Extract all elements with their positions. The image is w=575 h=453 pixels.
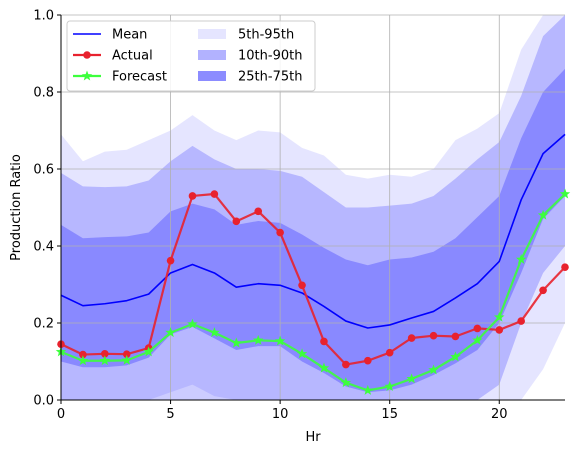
legend-marker — [83, 51, 91, 59]
point-forecast — [231, 337, 242, 348]
series-line-mean — [60, 133, 566, 329]
point-forecast — [406, 373, 417, 384]
point-actual — [495, 326, 504, 334]
point-forecast — [559, 188, 571, 199]
point-forecast — [252, 334, 264, 345]
point-forecast — [318, 362, 330, 373]
point-forecast — [274, 335, 286, 346]
band-5th-95th — [61, 15, 565, 400]
point-actual — [101, 350, 109, 358]
point-forecast — [165, 327, 176, 338]
point-forecast — [77, 355, 89, 366]
legend-label-25th-75th: 25th-75th — [238, 70, 302, 85]
series-line-forecast — [60, 193, 566, 392]
point-actual — [320, 337, 328, 346]
point-forecast — [121, 354, 132, 365]
point-forecast — [450, 351, 461, 362]
point-forecast — [209, 327, 220, 338]
x-tick-label: 10 — [272, 407, 289, 422]
x-tick-label: 15 — [381, 407, 398, 422]
y-tick-label: 0.2 — [33, 317, 54, 332]
point-actual — [188, 192, 197, 200]
legend-label-5th-95th: 5th-95th — [238, 28, 294, 43]
point-actual — [517, 317, 525, 325]
legend-swatch-25th-75th — [198, 71, 226, 81]
point-forecast — [515, 253, 527, 264]
series-lines — [55, 133, 571, 395]
legend: Mean Actual Forecast 5th-95th 10th-90th 25th-… — [66, 20, 316, 92]
y-tick-label: 0.6 — [33, 163, 54, 178]
point-actual — [473, 324, 482, 333]
band-10th-90th — [61, 15, 565, 400]
legend-swatch-10th-90th — [198, 50, 226, 60]
legend-marker — [81, 70, 93, 81]
tick-labels: 0 5 10 15 20 0.0 0.2 0.4 0.6 0.8 1.0 — [33, 9, 507, 423]
point-forecast — [362, 384, 374, 395]
y-tick-label: 0.8 — [33, 86, 54, 101]
point-actual — [561, 263, 569, 271]
x-axis-label: Hr — [305, 430, 321, 445]
legend-swatch-5th-95th — [198, 29, 226, 39]
point-actual — [429, 331, 438, 340]
y-tick-label: 0.0 — [33, 394, 54, 409]
point-actual — [342, 360, 350, 369]
point-actual — [363, 356, 372, 365]
axes — [60, 15, 565, 401]
point-forecast — [494, 311, 505, 322]
legend-box — [66, 20, 316, 92]
y-axis-label: Production Ratio — [9, 154, 24, 261]
point-actual — [122, 350, 131, 358]
point-forecast — [143, 346, 154, 357]
point-forecast — [537, 209, 549, 220]
point-actual — [298, 281, 306, 290]
legend-label-forecast: Forecast — [112, 70, 167, 85]
legend-label-mean: Mean — [112, 28, 147, 43]
point-actual — [407, 334, 416, 342]
point-actual — [451, 332, 460, 341]
band-25th-75th — [61, 68, 565, 393]
confidence-bands — [61, 15, 565, 400]
point-actual — [210, 190, 219, 198]
point-actual — [79, 350, 87, 359]
point-forecast — [340, 377, 352, 388]
y-tick-label: 0.4 — [33, 240, 54, 255]
point-forecast — [296, 348, 308, 359]
point-forecast — [99, 355, 111, 366]
legend-label-actual: Actual — [112, 49, 153, 64]
point-actual — [385, 348, 394, 357]
point-actual — [232, 217, 241, 226]
point-actual — [166, 256, 175, 265]
x-tick-label: 5 — [166, 407, 174, 422]
y-tick-label: 1.0 — [33, 9, 54, 24]
point-actual — [254, 207, 263, 216]
x-tick-label: 0 — [57, 407, 65, 422]
point-forecast — [472, 334, 483, 345]
point-actual — [276, 228, 284, 237]
point-forecast — [428, 364, 439, 375]
x-tick-label: 20 — [491, 407, 508, 422]
legend-label-10th-90th: 10th-90th — [238, 49, 302, 64]
point-actual — [539, 286, 547, 295]
point-forecast — [187, 318, 198, 329]
point-forecast — [384, 381, 395, 391]
